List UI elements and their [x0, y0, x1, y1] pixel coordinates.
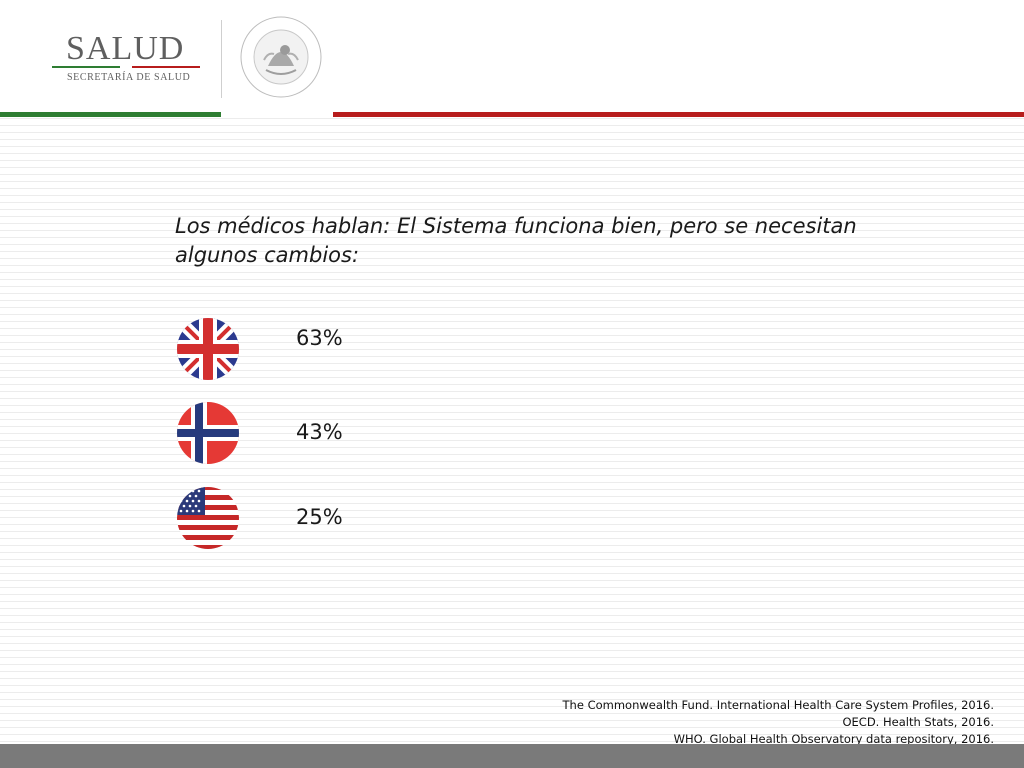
- logo-subtitle: SECRETARÍA DE SALUD: [67, 72, 191, 83]
- source-line: WHO. Global Health Observatory data repo…: [673, 732, 994, 746]
- usa-row: 25%: [175, 485, 475, 551]
- norway-row: 43%: [175, 400, 475, 466]
- slide-title: Los médicos hablan: El Sistema funciona …: [175, 214, 857, 267]
- uk-row: 63%: [175, 316, 475, 382]
- source-line: The Commonwealth Fund. International Hea…: [562, 698, 994, 712]
- norway-value: 43%: [296, 420, 343, 444]
- footer-bar: [0, 744, 1024, 768]
- logo-title: SALUD: [66, 30, 185, 67]
- usa-flag-icon: [175, 485, 241, 551]
- salud-logo: SALUD SECRETARÍA DE SALUD: [52, 30, 212, 90]
- norway-flag-icon: [175, 400, 241, 466]
- red-stripe: [333, 112, 1024, 117]
- header: SALUD SECRETARÍA DE SALUD: [0, 0, 1024, 112]
- usa-value: 25%: [296, 505, 343, 529]
- uk-flag-icon: [175, 316, 241, 382]
- sources: The Commonwealth Fund. International Hea…: [563, 697, 994, 748]
- uk-value: 63%: [296, 326, 343, 350]
- logo-rule: [52, 66, 200, 68]
- header-divider: [221, 20, 222, 98]
- mexico-seal-icon: [238, 14, 324, 100]
- green-stripe: [0, 112, 221, 117]
- source-line: OECD. Health Stats, 2016.: [842, 715, 994, 729]
